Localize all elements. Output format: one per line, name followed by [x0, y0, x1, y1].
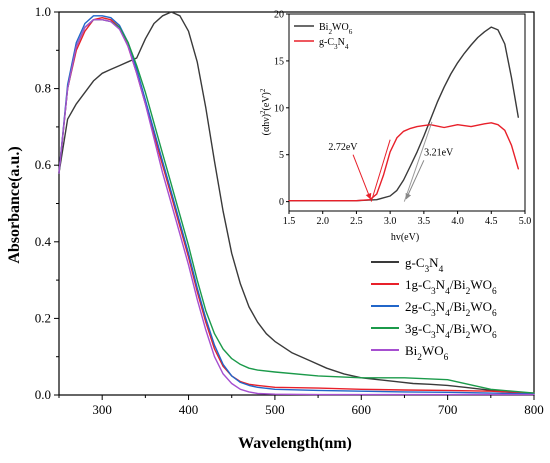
inset-plot-frame — [288, 13, 526, 212]
inset-y-axis-label: (αhν)2(eV)2 — [259, 88, 272, 135]
legend-label-2: 2g-C3N4/Bi2WO6 — [405, 299, 497, 319]
inset-x-tick-label: 3.5 — [418, 216, 431, 227]
inset-y-tick-label: 15 — [274, 56, 284, 67]
annot-label-321: 3.21eV — [424, 148, 454, 159]
x-tick-label: 300 — [92, 402, 112, 417]
series-line-4 — [58, 19, 535, 396]
y-tick-label: 0.0 — [35, 387, 51, 402]
annot-arrow-272 — [352, 154, 372, 200]
tangent-line-gcn — [370, 139, 391, 202]
inset-x-tick-label: 1.5 — [283, 216, 296, 227]
series-line-2 — [58, 15, 535, 395]
y-tick-label: 1.0 — [35, 4, 51, 19]
x-tick-label: 500 — [265, 402, 285, 417]
inset-x-axis-label: hv(eV) — [391, 232, 419, 243]
x-tick-label: 800 — [524, 402, 544, 417]
x-tick-label: 400 — [179, 402, 199, 417]
y-tick-label: 0.2 — [35, 310, 51, 325]
y-tick-label: 0.4 — [35, 234, 52, 249]
series-line-1 — [58, 17, 535, 394]
inset-annotations: 2.72eV 3.21eV — [328, 121, 454, 202]
x-tick-label: 600 — [352, 402, 372, 417]
legend-label-0: g-C3N4 — [405, 255, 444, 275]
y-axis-label: Absorbance(a.u.) — [6, 146, 23, 263]
inset-x-tick-label: 2.5 — [350, 216, 363, 227]
tangent-line-bwo — [403, 121, 433, 202]
legend-label-4: Bi2WO6 — [405, 343, 449, 363]
inset-y-tick-label: 0 — [279, 197, 284, 208]
series-line-0 — [58, 11, 535, 395]
legend-label-3: 3g-C3N4/Bi2WO6 — [405, 321, 497, 341]
inset-x-tick-label: 5.0 — [519, 216, 532, 227]
annot-arrow-321 — [405, 160, 425, 200]
main-legend: g-C3N41g-C3N4/Bi2WO62g-C3N4/Bi2WO63g-C3N… — [371, 255, 497, 363]
annot-label-272: 2.72eV — [328, 142, 358, 153]
inset-x-tick-label: 4.5 — [485, 216, 498, 227]
inset-series-line-1 — [288, 122, 519, 202]
inset-y-tick-label: 10 — [274, 103, 284, 114]
inset-x-tick-label: 2.0 — [316, 216, 329, 227]
y-tick-label: 0.6 — [35, 157, 52, 172]
inset-background — [285, 14, 530, 208]
inset-ticks-group: 1.5 2.0 2.5 3.0 3.5 4.0 4.5 5.0 0 5 10 15 20 — [274, 10, 531, 228]
y-tick-label: 0.8 — [35, 81, 51, 96]
x-tick-label: 700 — [438, 402, 458, 417]
inset-axes-box — [288, 13, 526, 212]
legend-label-1: 1g-C3N4/Bi2WO6 — [405, 277, 497, 297]
inset-x-tick-label: 3.0 — [384, 216, 397, 227]
inset-legend-label-1: g-C3N4 — [319, 37, 349, 51]
inset-y-tick-label: 5 — [279, 150, 284, 161]
inset-y-tick-label: 20 — [274, 10, 284, 21]
x-axis-label: Wavelength(nm) — [238, 435, 352, 452]
inset-x-tick-label: 4.0 — [451, 216, 464, 227]
inset-legend-label-0: Bi2WO6 — [319, 22, 353, 36]
main-ticks-group: 300 400 500 600 700 800 0.0 0.2 0.4 0.6 0.8 1.0 — [35, 4, 544, 417]
inset-series-group — [288, 26, 519, 202]
inset-series-line-0 — [288, 26, 519, 202]
main-series-group — [58, 11, 535, 396]
